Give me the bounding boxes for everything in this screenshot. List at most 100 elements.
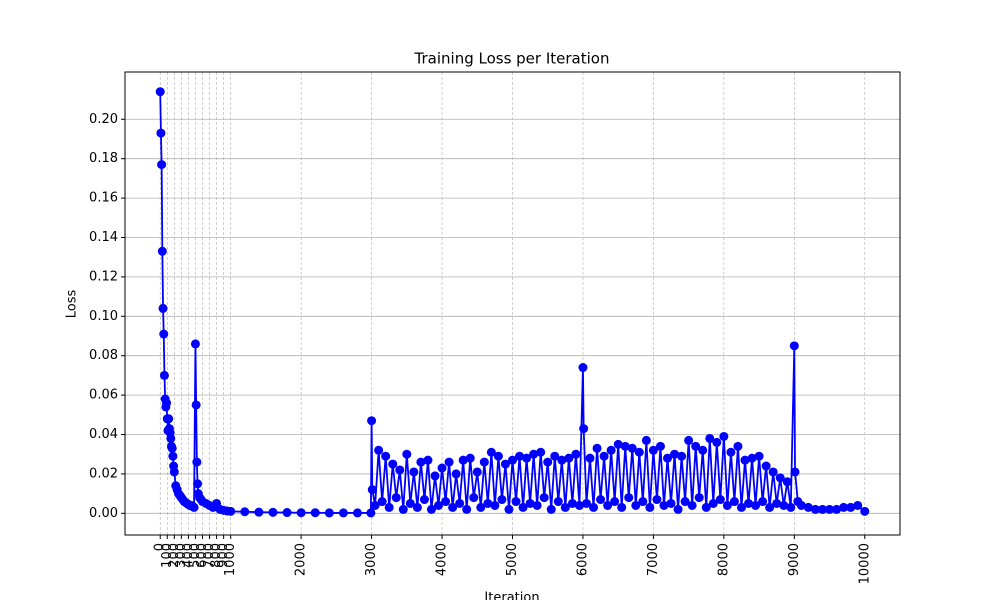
loss-point [508, 455, 517, 465]
y-tick-label: 0.10 [89, 309, 118, 324]
loss-point [687, 500, 697, 510]
loss-point [744, 498, 754, 508]
loss-point [366, 508, 376, 518]
x-axis-label: Iteration [484, 591, 539, 600]
x-tick-label: 8000 [716, 543, 731, 576]
loss-point [166, 433, 176, 443]
loss-point [782, 477, 792, 487]
loss-point [571, 449, 581, 459]
loss-point [620, 441, 630, 451]
loss-point [490, 500, 500, 510]
loss-point [159, 329, 169, 339]
loss-point [402, 449, 412, 459]
loss-point [860, 506, 870, 516]
loss-point [458, 455, 468, 465]
loss-point [191, 400, 201, 410]
loss-point [772, 498, 782, 508]
loss-point [448, 502, 458, 512]
loss-point [158, 303, 168, 313]
loss-point [493, 451, 503, 461]
loss-point [655, 441, 665, 451]
x-tick-label: 300 [174, 543, 189, 568]
loss-point [377, 497, 387, 507]
loss-point [790, 467, 800, 477]
loss-point [684, 435, 694, 445]
loss-point [167, 443, 177, 453]
x-tick-label: 7000 [646, 543, 661, 576]
loss-point [846, 502, 856, 512]
loss-point [581, 498, 591, 508]
loss-point [426, 504, 436, 514]
loss-point [367, 485, 377, 495]
loss-point [701, 502, 711, 512]
loss-point [567, 498, 577, 508]
x-tick-label: 9000 [787, 543, 802, 576]
loss-point [511, 497, 521, 507]
loss-point [634, 447, 644, 457]
plot-marks [155, 87, 870, 518]
loss-point [733, 441, 743, 451]
loss-point [159, 370, 169, 380]
loss-point [441, 497, 451, 507]
loss-point [384, 502, 394, 512]
loss-point [395, 465, 405, 475]
loss-point [624, 493, 634, 503]
loss-point [500, 459, 510, 469]
loss-point [504, 504, 514, 514]
loss-point [779, 500, 789, 510]
loss-point [546, 504, 556, 514]
loss-point [370, 500, 380, 510]
x-tick-label: 3000 [364, 543, 379, 576]
loss-point [761, 461, 771, 471]
loss-point [268, 507, 278, 517]
x-tick-label: 5000 [505, 543, 520, 576]
loss-point [423, 455, 433, 465]
loss-point [705, 433, 715, 443]
loss-point [497, 495, 507, 505]
loss-point [296, 508, 306, 518]
loss-point [476, 502, 486, 512]
loss-point [663, 453, 672, 463]
grid [125, 72, 900, 535]
loss-point [818, 504, 827, 514]
loss-point [613, 439, 623, 449]
loss-point [645, 502, 655, 512]
loss-point [529, 449, 539, 459]
loss-point [754, 451, 764, 461]
y-tick-label: 0.14 [89, 230, 118, 245]
loss-point [832, 504, 842, 514]
loss-point [515, 451, 525, 461]
loss-point [659, 500, 669, 510]
loss-point [825, 504, 835, 514]
loss-point [550, 451, 560, 461]
chart-title: Training Loss per Iteration [414, 50, 610, 68]
loss-point [758, 497, 768, 507]
loss-point [715, 495, 725, 505]
loss-point [652, 495, 662, 505]
loss-point [444, 457, 454, 467]
y-tick-label: 0.18 [89, 151, 118, 166]
loss-point [409, 467, 419, 477]
loss-point [522, 453, 532, 463]
x-tick-label: 2000 [294, 543, 309, 576]
loss-point [585, 453, 595, 463]
loss-point [729, 497, 739, 507]
loss-point [839, 502, 849, 512]
loss-point [610, 497, 620, 507]
loss-point [405, 498, 415, 508]
loss-point [606, 445, 616, 455]
loss-point [381, 451, 391, 461]
loss-point [324, 508, 334, 518]
loss-point [472, 467, 482, 477]
loss-point [437, 463, 447, 473]
loss-point [192, 457, 202, 467]
loss-point [648, 445, 658, 455]
loss-point [353, 508, 362, 518]
y-axis-label: Loss [65, 290, 80, 319]
loss-point [631, 500, 641, 510]
loss-point [694, 493, 704, 503]
loss-point [719, 431, 729, 441]
loss-point [374, 445, 384, 455]
y-tick-label: 0.20 [89, 112, 118, 127]
loss-point [282, 508, 292, 518]
